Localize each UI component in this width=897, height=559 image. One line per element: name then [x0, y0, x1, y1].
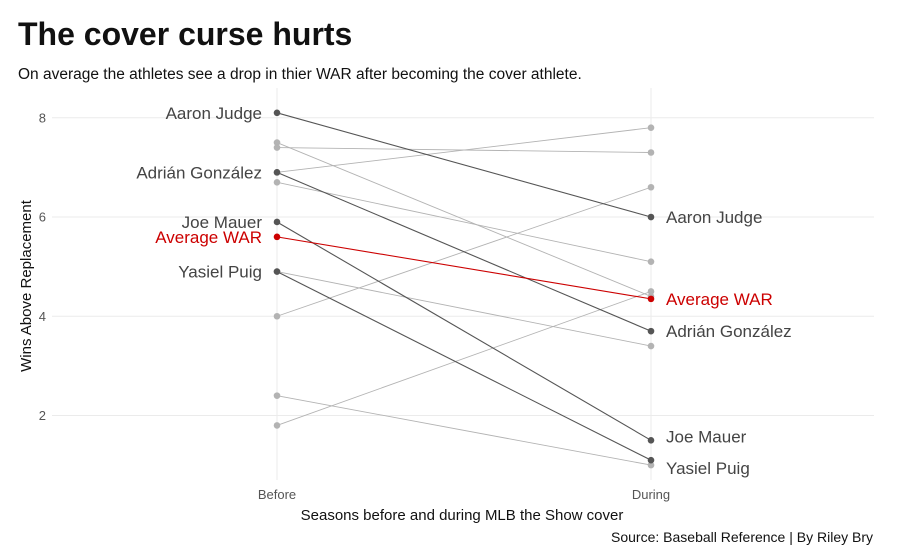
- series-label-before: Aaron Judge: [166, 104, 262, 123]
- y-tick-labels: 2 4 6 8: [39, 110, 46, 423]
- data-point: [647, 456, 655, 464]
- data-point: [273, 268, 281, 275]
- data-point: [273, 218, 281, 226]
- series-line: [276, 271, 652, 347]
- series-line: [276, 142, 652, 297]
- x-axis-title: Seasons before and during MLB the Show c…: [301, 507, 624, 524]
- data-point: [647, 258, 655, 265]
- series-label-during: Joe Mauer: [666, 427, 747, 446]
- y-tick-label: 2: [39, 408, 46, 423]
- series-line: [276, 127, 652, 173]
- data-point: [647, 437, 655, 444]
- data-point: [273, 422, 281, 429]
- series-line: [276, 171, 652, 332]
- data-point: [273, 144, 281, 151]
- x-tick-label: During: [632, 487, 670, 502]
- series-line: [276, 291, 652, 426]
- data-point: [273, 109, 281, 117]
- chart-title: The cover curse hurts: [18, 16, 353, 52]
- data-point: [273, 169, 281, 176]
- data-point: [273, 312, 281, 320]
- series-label-during: Yasiel Puig: [666, 459, 750, 478]
- series-line: [276, 236, 652, 300]
- y-tick-label: 8: [39, 110, 46, 125]
- data-point: [273, 139, 281, 146]
- data-point: [647, 461, 655, 469]
- series-label-before: Joe Mauer: [182, 213, 263, 232]
- data-point: [273, 392, 281, 399]
- data-point: [647, 183, 655, 191]
- series-line: [276, 395, 652, 466]
- series-points: [273, 109, 655, 469]
- data-point: [273, 178, 281, 186]
- source-caption: Source: Baseball Reference | By Riley Br…: [611, 529, 873, 545]
- data-point: [647, 288, 655, 295]
- series-label-during: Average WAR: [666, 290, 773, 309]
- series-line: [276, 221, 652, 441]
- series-label-before: Adrián González: [136, 163, 262, 182]
- series-label-during: Adrián González: [666, 322, 792, 341]
- data-point: [647, 327, 655, 335]
- grid-layer: [52, 88, 874, 480]
- data-point: [273, 233, 281, 241]
- data-point: [647, 213, 655, 221]
- y-tick-label: 4: [39, 309, 46, 324]
- data-point: [647, 295, 655, 303]
- series-lines: [276, 112, 652, 466]
- data-point: [647, 342, 655, 350]
- series-line: [276, 181, 652, 263]
- series-line: [276, 271, 652, 461]
- x-tick-labels: Before During: [258, 487, 670, 502]
- series-label-before: Average WAR: [155, 228, 262, 247]
- y-axis-title: Wins Above Replacement: [18, 199, 35, 372]
- series-line: [276, 112, 652, 218]
- x-tick-label: Before: [258, 487, 296, 502]
- y-tick-label: 6: [39, 210, 46, 225]
- series-label-before: Yasiel Puig: [178, 263, 262, 282]
- chart-subtitle: On average the athletes see a drop in th…: [18, 66, 582, 83]
- series-labels: Aaron Judge Aaron Judge Adrián González Adr…: [136, 104, 791, 478]
- data-point: [647, 149, 655, 156]
- series-label-during: Aaron Judge: [666, 208, 762, 227]
- data-point: [647, 124, 655, 131]
